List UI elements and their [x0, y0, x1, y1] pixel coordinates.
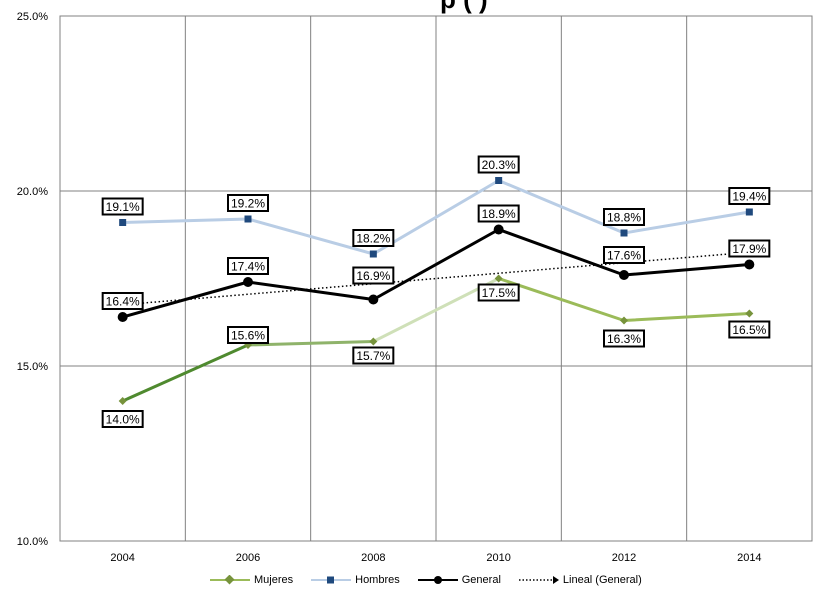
marker-hombres [620, 229, 628, 237]
series-general-segment [246, 280, 375, 301]
data-label-hombres-box [352, 229, 395, 247]
data-label-general-box [352, 266, 395, 285]
x-tick-label: 2004 [110, 552, 134, 564]
data-label-general-box [728, 239, 771, 258]
data-label-general-box [603, 246, 645, 264]
data-label-mujeres: 15.6% [231, 329, 265, 343]
data-label-mujeres: 16.5% [732, 323, 766, 337]
marker-mujeres [369, 337, 378, 346]
data-label-general-box [477, 204, 520, 223]
series-general-segment [371, 228, 501, 301]
legend-label-hombres: Hombres [355, 574, 400, 586]
marker-hombres [369, 250, 377, 258]
series-hombres-segment [622, 210, 751, 235]
data-label-hombres-box [227, 194, 269, 212]
data-label-general: 18.9% [482, 207, 516, 221]
marker-hombres [244, 215, 252, 223]
data-label-general: 17.6% [607, 249, 641, 263]
marker-general [493, 224, 504, 235]
series-mujeres-segment [121, 343, 250, 403]
data-label-mujeres-box [477, 283, 520, 302]
marker-mujeres [494, 274, 503, 283]
x-tick-label: 2010 [486, 552, 510, 564]
data-label-hombres-box [603, 208, 645, 226]
marker-hombres [119, 219, 127, 226]
legend-item-trendline: Lineal (General) [518, 574, 642, 586]
y-tick-label: 20.0% [17, 186, 48, 198]
data-label-mujeres-box [728, 320, 771, 339]
marker-hombres [745, 208, 753, 216]
data-label-mujeres-box [603, 329, 645, 348]
data-label-hombres: 18.8% [607, 211, 641, 225]
y-tick-label: 10.0% [17, 536, 48, 548]
series-mujeres-segment [246, 340, 375, 347]
series-hombres-segment [246, 217, 375, 256]
data-label-general: 16.4% [106, 295, 140, 309]
series-hombres-segment [121, 217, 250, 224]
data-label-mujeres: 17.5% [482, 286, 516, 300]
marker-general [117, 312, 128, 322]
legend-item-general: General [417, 574, 501, 586]
data-label-hombres: 18.2% [356, 232, 390, 246]
data-label-hombres: 19.4% [732, 190, 766, 204]
marker-mujeres [745, 309, 754, 318]
data-label-general: 17.9% [732, 242, 766, 256]
data-label-general-box [101, 292, 144, 310]
marker-general [619, 270, 629, 280]
legend-item-mujeres: Mujeres [210, 574, 293, 586]
x-tick-label: 2008 [361, 552, 385, 564]
legend: Mujeres Hombres General Lineal (General) [210, 571, 642, 589]
data-label-mujeres: 14.0% [106, 413, 140, 427]
legend-label-general: General [461, 574, 501, 586]
marker-general [243, 277, 253, 287]
data-label-hombres: 19.1% [106, 200, 140, 214]
x-tick-label: 2012 [612, 552, 636, 564]
series-mujeres-segment [622, 312, 751, 322]
series-general-segment [497, 228, 626, 277]
y-tick-label: 15.0% [17, 361, 48, 373]
marker-general [368, 294, 379, 305]
data-label-hombres-box [477, 155, 520, 174]
data-label-mujeres-box [101, 410, 144, 428]
marker-general [744, 259, 755, 270]
data-label-mujeres: 16.3% [607, 332, 641, 346]
legend-item-hombres: Hombres [311, 574, 400, 586]
x-tick-label: 2006 [236, 552, 260, 564]
y-tick-label: 25.0% [17, 11, 48, 23]
marker-mujeres [118, 397, 127, 405]
chart-title-fragment: p ( ) [440, 0, 488, 15]
data-label-hombres-box [101, 197, 144, 216]
legend-label-mujeres: Mujeres [254, 574, 294, 586]
series-general-segment [622, 263, 751, 277]
data-label-hombres-box [728, 187, 771, 205]
data-label-mujeres-box [352, 346, 395, 365]
data-label-mujeres-box [227, 326, 269, 344]
data-label-general-box [227, 257, 269, 275]
marker-mujeres [620, 316, 628, 325]
marker-hombres [495, 177, 503, 184]
data-label-hombres: 19.2% [231, 197, 265, 211]
data-label-general: 17.4% [231, 260, 265, 274]
legend-label-trendline: Lineal (General) [562, 574, 642, 586]
data-label-hombres: 20.3% [482, 158, 516, 172]
data-label-mujeres: 15.7% [356, 349, 390, 363]
x-tick-label: 2014 [737, 552, 761, 564]
series-general-segment [121, 280, 250, 319]
data-label-general: 16.9% [356, 269, 390, 283]
